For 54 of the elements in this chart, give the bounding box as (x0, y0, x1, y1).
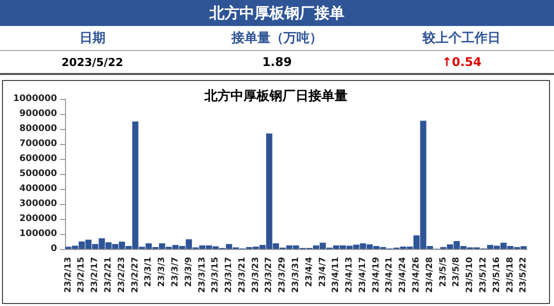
x-tick-label: 23/3/1 (144, 256, 154, 287)
x-tick-label: 23/2/27 (130, 256, 140, 293)
y-tick-label: 900000 (19, 109, 57, 119)
x-tick-label: 23/5/12 (478, 256, 488, 293)
x-tick-label: 23/4/11 (331, 256, 342, 293)
x-tick-label: 23/3/3 (157, 256, 168, 287)
x-tick-label: 23/4/4 (304, 256, 314, 287)
y-tick-label: 700000 (19, 139, 57, 149)
text: 接单量（万吨） (230, 30, 324, 47)
text: 日期 (78, 30, 106, 47)
x-tick-label: 23/4/17 (358, 256, 368, 293)
x-tick-label: 23/4/7 (318, 256, 328, 287)
x-tick-label: 23/3/15 (210, 256, 221, 293)
x-tick-label: 23/4/13 (344, 256, 355, 293)
x-tick-label: 23/3/21 (237, 256, 248, 293)
text: 较上个工作日 (421, 30, 502, 47)
x-tick-label: 23/3/27 (264, 256, 274, 293)
x-tick-label: 23/3/9 (184, 256, 194, 287)
y-tick-label: 200000 (19, 214, 57, 224)
x-tick-label: 23/3/29 (278, 256, 288, 293)
x-tick-label: 23/2/13 (63, 256, 74, 293)
y-tick-label: 800000 (19, 124, 57, 134)
x-tick-label: 23/3/17 (224, 256, 234, 293)
x-tick-label: 23/4/24 (398, 256, 408, 293)
x-tick-label: 23/5/18 (505, 256, 516, 293)
x-tick-label: 23/4/26 (412, 256, 422, 293)
text: ↑0.54 (440, 55, 483, 69)
y-tick-label: 100000 (19, 229, 57, 239)
x-tick-label: 23/3/31 (291, 256, 301, 293)
text: 1.89 (261, 55, 293, 69)
y-tick-label: 400000 (19, 184, 57, 194)
x-tick-label: 23/3/7 (170, 256, 180, 287)
chart-title: 北方中厚板钢厂日接单量 (204, 88, 348, 104)
y-tick-label: 600000 (19, 154, 57, 164)
x-tick-label: 23/5/10 (465, 256, 476, 293)
x-tick-label: 23/2/17 (90, 256, 100, 293)
x-tick-label: 23/5/22 (518, 256, 529, 293)
x-tick-label: 23/2/21 (104, 256, 114, 293)
y-tick-label: 300000 (19, 199, 57, 209)
text: 2023/5/22 (60, 56, 124, 68)
x-tick-label: 23/3/23 (250, 256, 261, 293)
x-tick-label: 23/5/8 (452, 256, 462, 287)
text: 北方中厚板钢厂接单 (0, 0, 554, 26)
y-tick-label: 1000000 (13, 94, 57, 104)
x-tick-label: 23/2/15 (76, 256, 87, 293)
x-tick-label: 23/4/19 (371, 256, 382, 293)
x-tick-label: 23/4/28 (424, 256, 435, 293)
x-tick-label: 23/3/13 (197, 256, 208, 293)
x-tick-label: 23/2/23 (116, 256, 127, 293)
x-tick-label: 23/5/5 (438, 256, 448, 287)
y-tick-label: 0 (50, 244, 57, 254)
y-tick-label: 500000 (19, 169, 57, 179)
x-tick-label: 23/4/21 (384, 256, 395, 293)
x-tick-label: 23/5/16 (492, 256, 502, 293)
